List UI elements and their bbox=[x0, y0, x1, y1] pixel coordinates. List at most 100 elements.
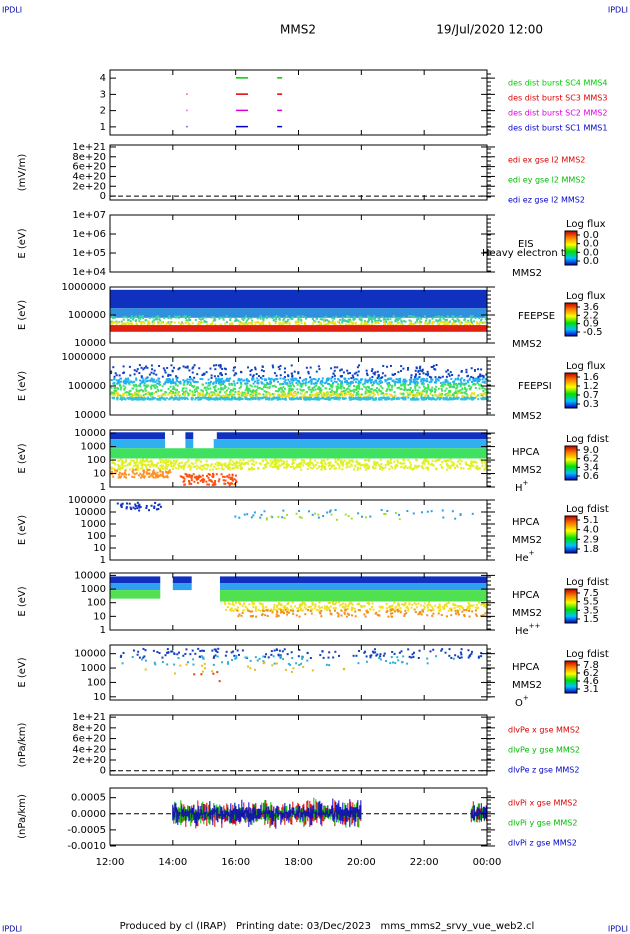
spectrogram-pixel bbox=[453, 392, 456, 395]
spectrogram-pixel bbox=[168, 315, 171, 318]
spectrogram-pixel bbox=[307, 465, 310, 468]
spectrogram-pixel bbox=[217, 467, 220, 470]
spectrogram-pixel bbox=[146, 366, 149, 369]
spectrogram-pixel bbox=[341, 397, 344, 400]
spectrogram-pixel bbox=[406, 510, 409, 513]
spectrogram-pixel bbox=[410, 381, 413, 384]
spectrogram-pixel bbox=[234, 387, 237, 390]
spectrogram-pixel bbox=[183, 464, 186, 467]
spectrogram-pixel bbox=[147, 384, 150, 387]
spectrogram-pixel bbox=[316, 397, 319, 400]
spectrogram-pixel bbox=[225, 396, 228, 399]
spectrogram-pixel bbox=[322, 459, 325, 462]
spectrogram-pixel bbox=[453, 383, 456, 386]
spectrogram-pixel bbox=[193, 476, 196, 479]
spectrogram-pixel bbox=[229, 398, 232, 401]
spectrogram-pixel bbox=[421, 462, 424, 465]
spectrogram-pixel bbox=[402, 396, 405, 399]
spectrogram-pixel bbox=[445, 605, 448, 608]
spectrogram-pixel bbox=[344, 378, 347, 381]
spectrogram-pixel bbox=[353, 315, 356, 318]
spectrogram-pixel bbox=[207, 378, 210, 381]
spectrogram-pixel bbox=[221, 381, 224, 384]
spectrogram-pixel bbox=[223, 398, 226, 401]
spectrogram-pixel bbox=[326, 382, 329, 385]
spectrogram-pixel bbox=[370, 381, 373, 384]
spectrogram-pixel bbox=[339, 318, 342, 321]
spectrogram-pixel bbox=[446, 397, 449, 400]
spectrogram-pixel bbox=[468, 605, 471, 608]
spectrogram-pixel bbox=[170, 364, 173, 367]
spectrogram-pixel bbox=[261, 609, 264, 612]
spectrogram-pixel bbox=[216, 464, 219, 467]
spectrogram-pixel bbox=[434, 381, 437, 384]
spectrogram-pixel bbox=[431, 323, 434, 326]
spectrogram-pixel bbox=[364, 516, 367, 519]
spectrogram-pixel bbox=[251, 615, 254, 618]
spectrogram-pixel bbox=[407, 607, 410, 610]
spectrogram-pixel bbox=[155, 373, 158, 376]
spectrogram-pixel bbox=[238, 464, 241, 467]
spectrogram-pixel bbox=[231, 397, 234, 400]
spectrogram-pixel bbox=[472, 393, 475, 396]
spectrogram-pixel bbox=[180, 397, 183, 400]
spectrogram-pixel bbox=[470, 318, 473, 321]
spectrogram-pixel bbox=[408, 394, 411, 397]
spectrogram-pixel bbox=[423, 602, 426, 605]
spectrogram-pixel bbox=[251, 323, 254, 326]
spectrogram-pixel bbox=[389, 318, 392, 321]
spectrogram-pixel bbox=[428, 398, 431, 401]
spectrogram-pixel bbox=[390, 388, 393, 391]
spectrogram-pixel bbox=[330, 367, 333, 370]
spectrogram-pixel bbox=[203, 372, 206, 375]
spectrogram-pixel bbox=[329, 509, 332, 512]
spectrogram-pixel bbox=[292, 392, 295, 395]
spectrogram-pixel bbox=[163, 461, 166, 464]
spectrogram-pixel bbox=[377, 464, 380, 467]
spectrogram-pixel bbox=[131, 381, 134, 384]
spectrogram-pixel bbox=[423, 398, 426, 401]
spectrogram-pixel bbox=[303, 602, 306, 605]
spectrogram-pixel bbox=[121, 463, 124, 466]
spectrogram-pixel bbox=[275, 318, 278, 321]
spectrogram-pixel bbox=[156, 471, 159, 474]
spectrogram-pixel bbox=[351, 389, 354, 392]
spectrogram-pixel bbox=[209, 323, 212, 326]
spectrogram-pixel bbox=[325, 381, 328, 384]
spectrogram-pixel bbox=[439, 376, 442, 379]
spectrogram-pixel bbox=[124, 469, 127, 472]
spectrogram-pixel bbox=[293, 467, 296, 470]
spectrogram-pixel bbox=[222, 394, 225, 397]
spectrogram-pixel bbox=[138, 503, 141, 506]
spectrogram-pixel bbox=[421, 466, 424, 469]
spectrogram-pixel bbox=[285, 608, 288, 611]
spectrogram-pixel bbox=[239, 464, 242, 467]
colorbar bbox=[564, 302, 578, 337]
spectrogram-pixel bbox=[349, 601, 352, 604]
spectrogram-pixel bbox=[421, 396, 424, 399]
spectrogram-pixel bbox=[484, 462, 487, 465]
spectrogram-pixel bbox=[132, 397, 135, 400]
spectrogram-pixel bbox=[224, 479, 227, 482]
spectrogram-pixel bbox=[119, 458, 122, 461]
spectrogram-pixel bbox=[310, 395, 313, 398]
spectrogram-pixel bbox=[340, 380, 343, 383]
spectrogram-pixel bbox=[114, 469, 117, 472]
spectrogram-pixel bbox=[478, 601, 481, 604]
spectrogram-pixel bbox=[426, 374, 429, 377]
spectrogram-pixel bbox=[381, 316, 384, 319]
spectrogram-band bbox=[110, 308, 487, 318]
spectrogram-pixel bbox=[460, 383, 463, 386]
spectrogram-pixel bbox=[249, 398, 252, 401]
spectrogram-pixel bbox=[316, 461, 319, 464]
spectrogram-pixel bbox=[423, 396, 426, 399]
spectrogram-pixel bbox=[284, 367, 287, 370]
spectrogram-pixel bbox=[113, 375, 116, 378]
spectrogram-pixel bbox=[431, 389, 434, 392]
spectrogram-pixel bbox=[447, 398, 450, 401]
spectrogram-pixel bbox=[441, 392, 444, 395]
spectrogram-pixel bbox=[113, 381, 116, 384]
spectrogram-pixel bbox=[245, 396, 248, 399]
spectrogram-pixel bbox=[405, 395, 408, 398]
spectrogram-pixel bbox=[255, 391, 258, 394]
